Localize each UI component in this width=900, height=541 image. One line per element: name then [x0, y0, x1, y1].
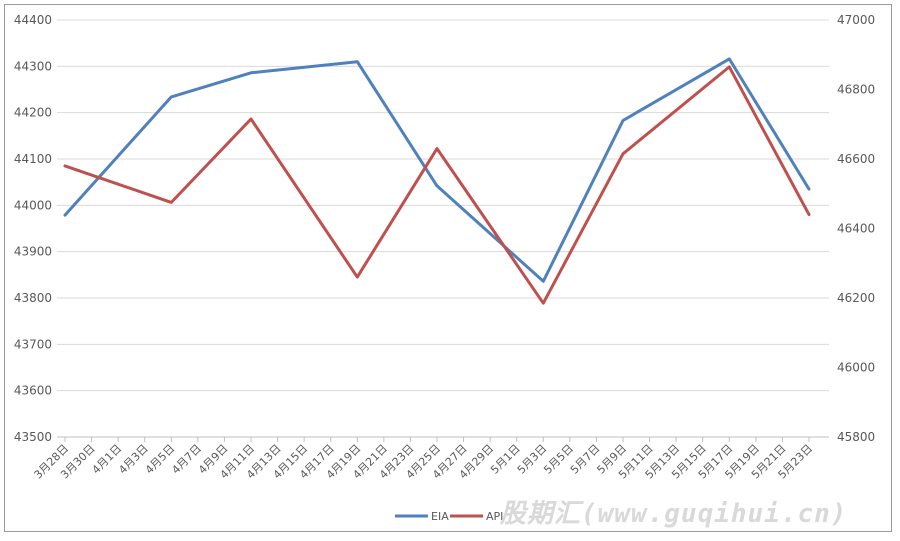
left-tick-label: 43700 [14, 337, 52, 351]
right-axis-ticks: 45800 46000 46200 46400 46600 46800 47000 [837, 13, 875, 444]
left-tick-label: 44200 [14, 106, 52, 120]
right-tick-label: 46600 [837, 152, 875, 166]
right-tick-label: 46400 [837, 222, 875, 236]
series-layer [63, 57, 811, 305]
right-tick-label: 47000 [837, 13, 875, 27]
left-tick-label: 44000 [14, 198, 52, 212]
left-tick-label: 43600 [14, 384, 52, 398]
left-tick-label: 43900 [14, 245, 52, 259]
x-axis: 3月28日3月30日4月1日4月3日4月5日4月7日4月9日4月11日4月13日… [32, 437, 815, 482]
left-tick-label: 43500 [14, 430, 52, 444]
left-tick-label: 43800 [14, 291, 52, 305]
left-tick-label: 44300 [14, 59, 52, 73]
right-tick-label: 45800 [837, 430, 875, 444]
right-tick-label: 46800 [837, 83, 875, 97]
left-axis-ticks: 43500 43600 43700 43800 43900 44000 44100 44200… [14, 13, 52, 444]
grid-lines [57, 19, 829, 438]
left-tick-label: 44400 [14, 13, 52, 27]
watermark: 股期汇(www.guqihui.cn) [499, 499, 847, 529]
left-tick-label: 44100 [14, 152, 52, 166]
right-tick-label: 46000 [837, 361, 875, 375]
legend-label-eia: EIA [431, 510, 449, 523]
right-tick-label: 46200 [837, 291, 875, 305]
legend: EIA API [395, 510, 503, 523]
legend-label-api: API [486, 510, 503, 523]
